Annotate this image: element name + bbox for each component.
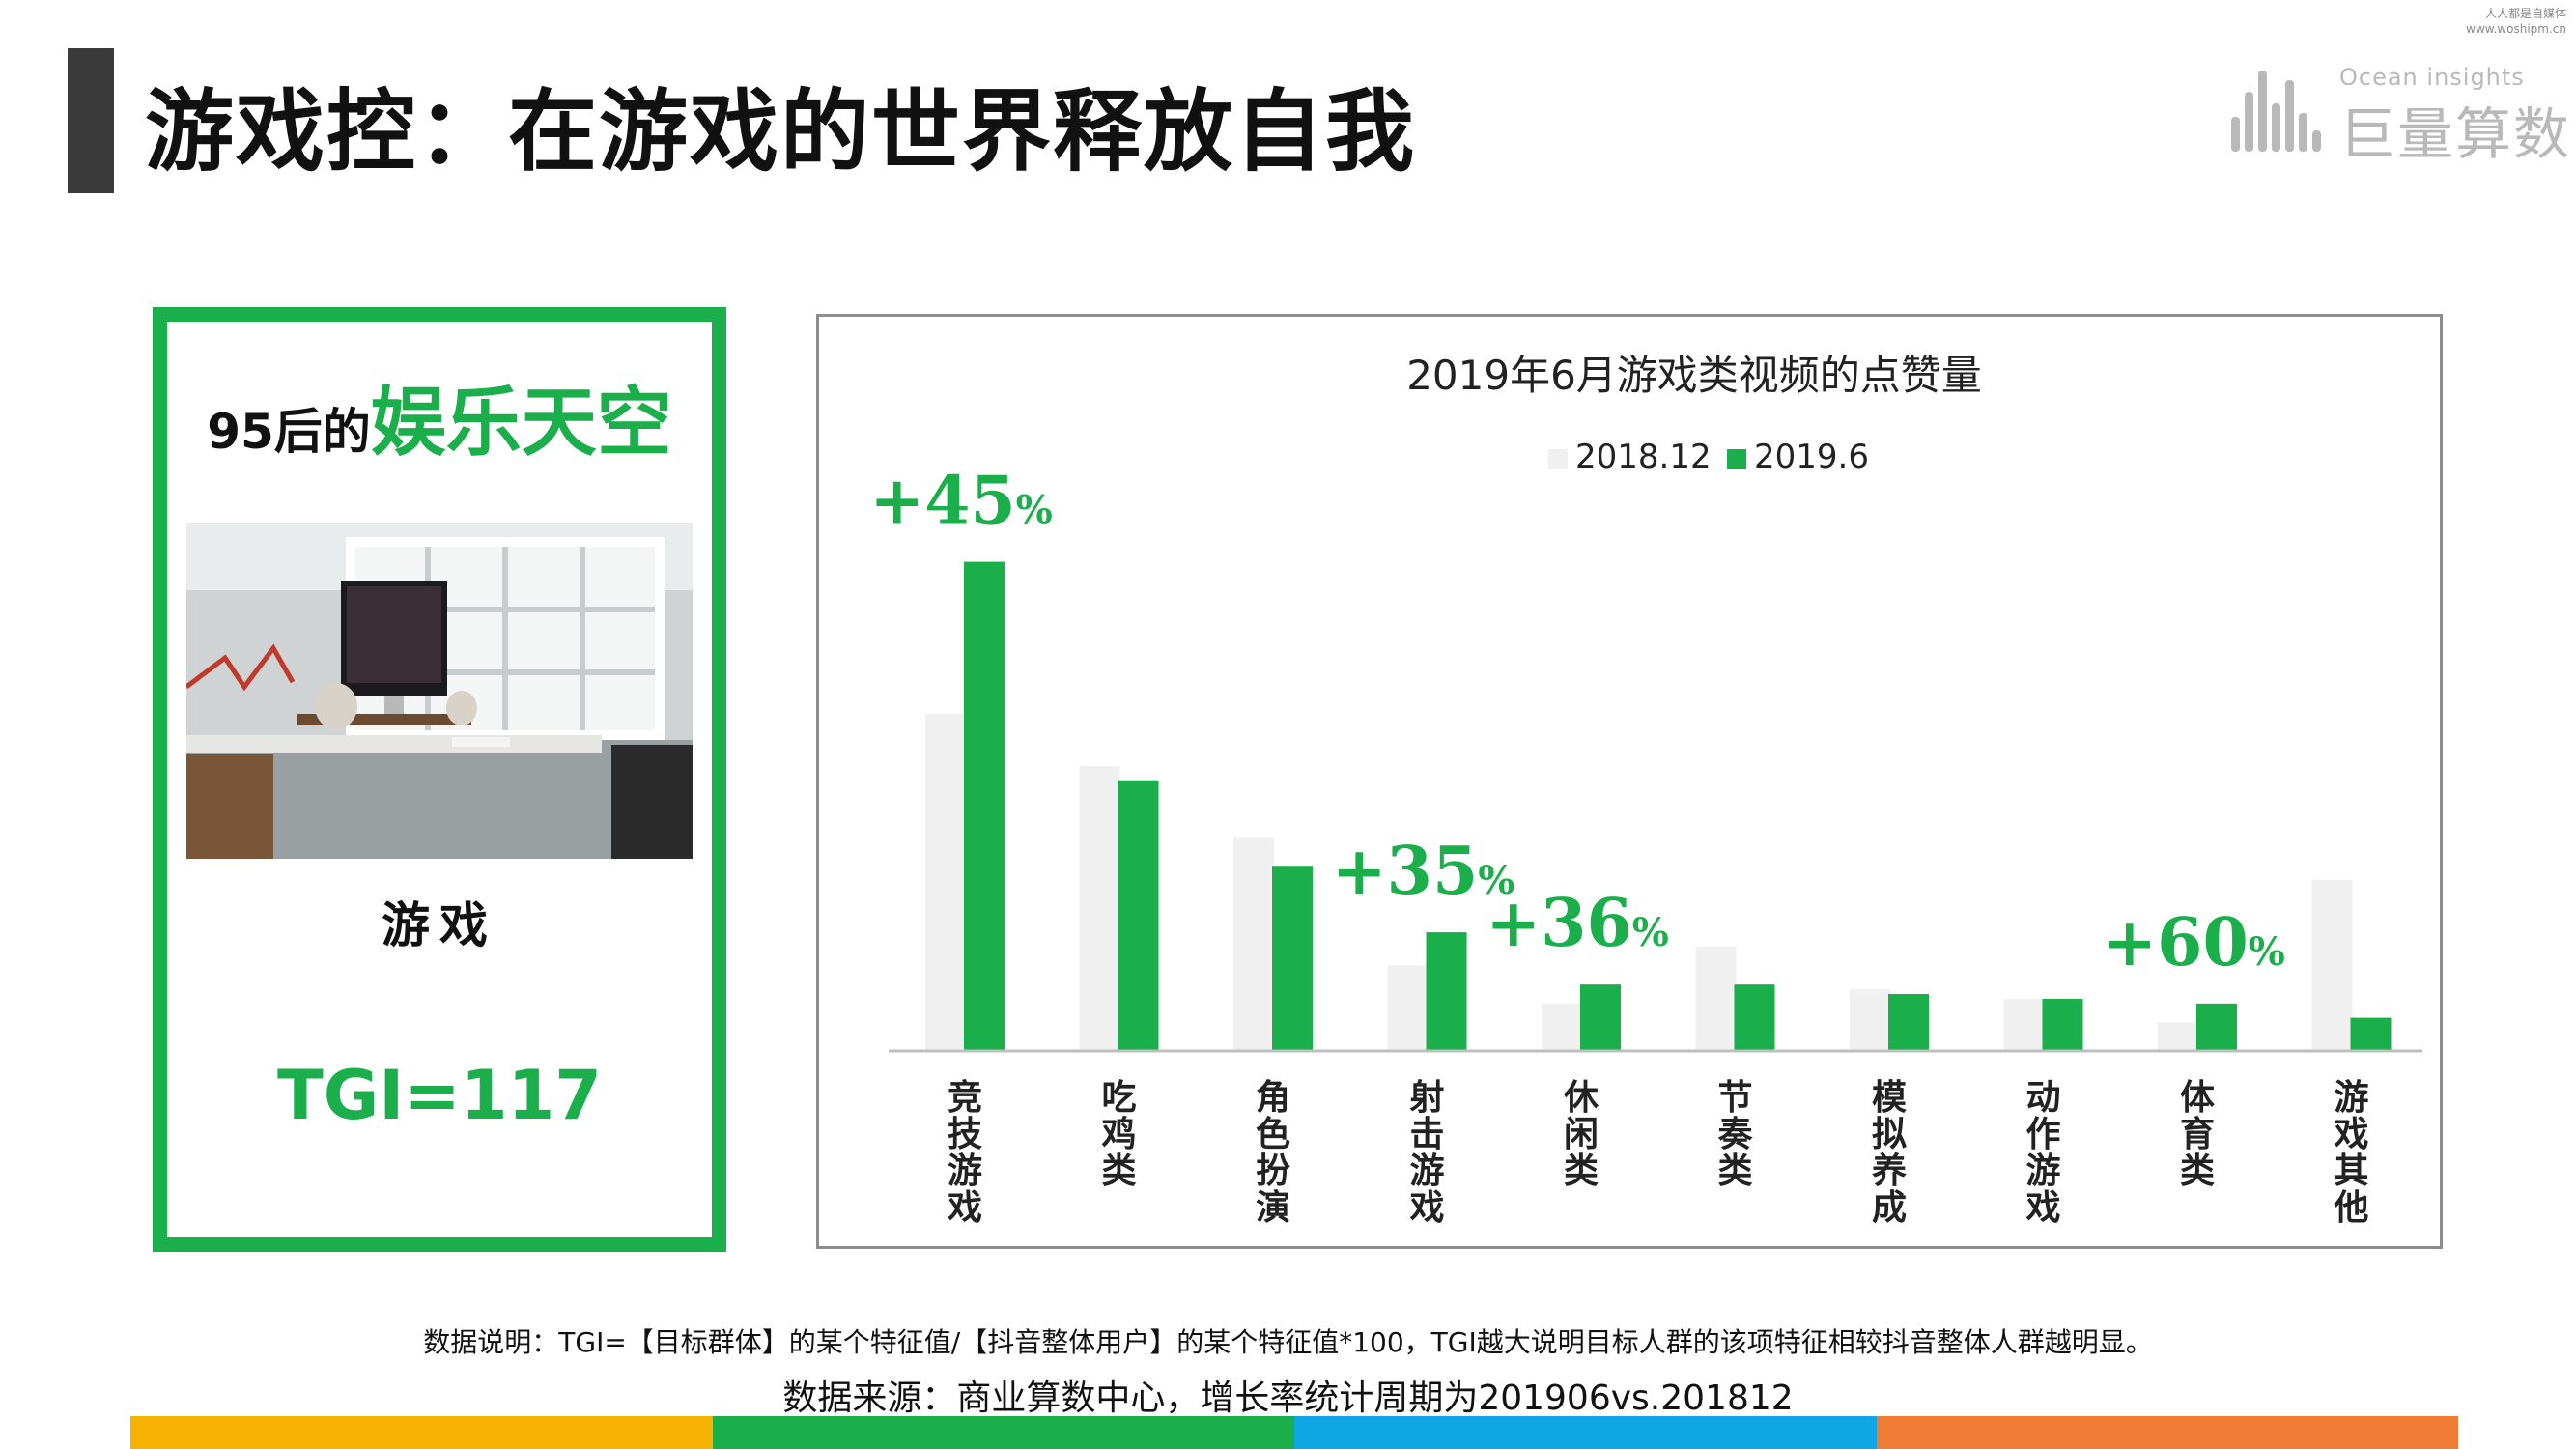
photo-illustration [186, 523, 693, 859]
x-tick-label-0-2: 游 [948, 1151, 982, 1191]
legend-label-0: 2018.12 [1575, 438, 1712, 476]
legend-swatch-1 [1727, 449, 1746, 469]
legend-label-1: 2019.6 [1754, 438, 1869, 476]
desk-workspace-photo [186, 523, 693, 859]
card-headline-prefix: 95后的 [207, 404, 371, 460]
brand-logo: Ocean insights 巨量算数 [2231, 60, 2569, 167]
bar-4-0 [1542, 1003, 1582, 1051]
x-tick-label-6-1: 拟 [1872, 1115, 1907, 1154]
bar-1-0 [1079, 766, 1120, 1051]
x-tick-label-5-0: 节 [1717, 1078, 1752, 1118]
card-tgi-value: TGI=117 [276, 1056, 603, 1135]
bar-6-0 [1850, 989, 1890, 1051]
title-accent-bar [68, 48, 114, 193]
x-tick-label-9-2: 其 [2334, 1151, 2368, 1191]
bar-0-0 [925, 713, 966, 1051]
bar-0-1 [964, 561, 1005, 1051]
x-tick-label-2-3: 演 [1256, 1188, 1290, 1228]
bar-8-1 [2196, 1003, 2237, 1051]
x-tick-label-8-1: 育 [2180, 1115, 2215, 1154]
card-category-label: 游戏 [382, 897, 497, 953]
x-tick-label-3-2: 游 [1409, 1151, 1444, 1191]
data-note: 数据说明：TGI=【目标群体】的某个特征值/【抖音整体用户】的某个特征值*100… [423, 1326, 2153, 1358]
bar-4-1 [1580, 984, 1621, 1051]
x-tick-label-0-1: 技 [948, 1115, 982, 1154]
brand-subtitle: Ocean insights [2339, 64, 2525, 91]
x-tick-label-6-3: 成 [1872, 1188, 1907, 1228]
x-tick-label-7-3: 戏 [2025, 1188, 2060, 1228]
x-tick-label-9-0: 游 [2334, 1078, 2368, 1118]
x-tick-label-2-0: 角 [1256, 1078, 1290, 1118]
bar-6-1 [1888, 994, 1929, 1051]
chart-title: 2019年6月游戏类视频的点赞量 [1406, 352, 1982, 399]
bar-chart-frame: 2019年6月游戏类视频的点赞量 2018.12 2019.6 竞技游戏吃鸡类角色… [816, 314, 2443, 1249]
x-tick-label-3-1: 击 [1409, 1115, 1444, 1154]
bar-9-0 [2311, 880, 2353, 1051]
chart-bars [925, 561, 2392, 1051]
x-tick-label-5-1: 奏 [1717, 1115, 1753, 1154]
x-tick-label-2-2: 扮 [1256, 1151, 1290, 1191]
x-tick-label-4-1: 闲 [1564, 1115, 1599, 1154]
brand-name: 巨量算数 [2339, 101, 2572, 167]
chart-legend: 2018.12 2019.6 [1548, 438, 1869, 476]
bar-3-0 [1387, 965, 1429, 1051]
x-tick-label-1-2: 类 [1101, 1151, 1136, 1191]
bar-8-0 [2158, 1022, 2198, 1051]
x-tick-label-0-0: 竞 [948, 1078, 982, 1118]
x-tick-label-8-0: 体 [2180, 1078, 2215, 1118]
color-stripe-0 [130, 1416, 713, 1449]
color-stripe-1 [712, 1416, 1294, 1449]
x-tick-label-1-0: 吃 [1101, 1078, 1136, 1118]
bar-2-0 [1233, 837, 1274, 1051]
x-tick-label-3-3: 戏 [1409, 1188, 1444, 1228]
card-headline: 95后的娱乐天空 [167, 362, 712, 470]
bottom-color-stripes [130, 1416, 2458, 1449]
growth-annotations: +45% +35%+36% +60% [869, 463, 2285, 981]
x-tick-label-4-0: 休 [1563, 1078, 1599, 1118]
color-stripe-3 [1876, 1416, 2458, 1449]
data-source: 数据来源：商业算数中心，增长率统计周期为201906vs.201812 [782, 1378, 1794, 1418]
x-tick-label-7-1: 作 [2025, 1115, 2060, 1154]
x-tick-label-6-2: 养 [1872, 1151, 1907, 1191]
x-tick-label-9-1: 戏 [2334, 1115, 2368, 1154]
x-tick-label-7-0: 动 [2025, 1078, 2060, 1118]
bar-1-1 [1118, 780, 1159, 1051]
bar-7-1 [2042, 998, 2083, 1051]
info-card: 95后的娱乐天空 [153, 307, 726, 1252]
x-tick-label-6-0: 模 [1872, 1078, 1907, 1118]
x-tick-label-5-2: 类 [1717, 1151, 1752, 1191]
legend-swatch-0 [1548, 449, 1568, 469]
bar-chart: 2019年6月游戏类视频的点赞量 2018.12 2019.6 竞技游戏吃鸡类角色… [869, 352, 2422, 1228]
bar-5-0 [1695, 946, 1737, 1051]
growth-annotation-0: +45% [869, 463, 1053, 540]
watermark-line1: 人人都是自媒体 [2484, 7, 2566, 20]
bar-5-1 [1734, 984, 1775, 1051]
bar-2-1 [1272, 866, 1313, 1051]
x-tick-label-1-1: 鸡 [1101, 1115, 1136, 1154]
bar-7-0 [2003, 998, 2045, 1051]
x-tick-label-4-2: 类 [1564, 1151, 1599, 1191]
x-tick-label-0-3: 戏 [948, 1188, 982, 1228]
bar-3-1 [1426, 932, 1467, 1051]
x-tick-label-2-1: 色 [1256, 1115, 1290, 1154]
card-headline-emphasis: 娱乐天空 [370, 380, 672, 467]
brand-bars-icon [2231, 65, 2324, 152]
x-tick-label-3-0: 射 [1409, 1078, 1444, 1118]
watermark-line2: www.woshipm.cn [2466, 22, 2566, 36]
x-tick-label-8-2: 类 [2180, 1151, 2215, 1191]
x-tick-label-9-3: 他 [2333, 1188, 2368, 1228]
x-tick-label-7-2: 游 [2025, 1151, 2060, 1191]
color-stripe-2 [1294, 1416, 1877, 1449]
page-title: 游戏控：在游戏的世界释放自我 [145, 80, 1417, 184]
bar-9-1 [2350, 1017, 2392, 1051]
growth-annotation-1: +35% [1332, 833, 1515, 910]
watermark: 人人都是自媒体 www.woshipm.cn [2466, 6, 2566, 37]
growth-annotation-2: +36% [1486, 885, 1669, 962]
growth-annotation-3: +60% [2102, 904, 2285, 981]
